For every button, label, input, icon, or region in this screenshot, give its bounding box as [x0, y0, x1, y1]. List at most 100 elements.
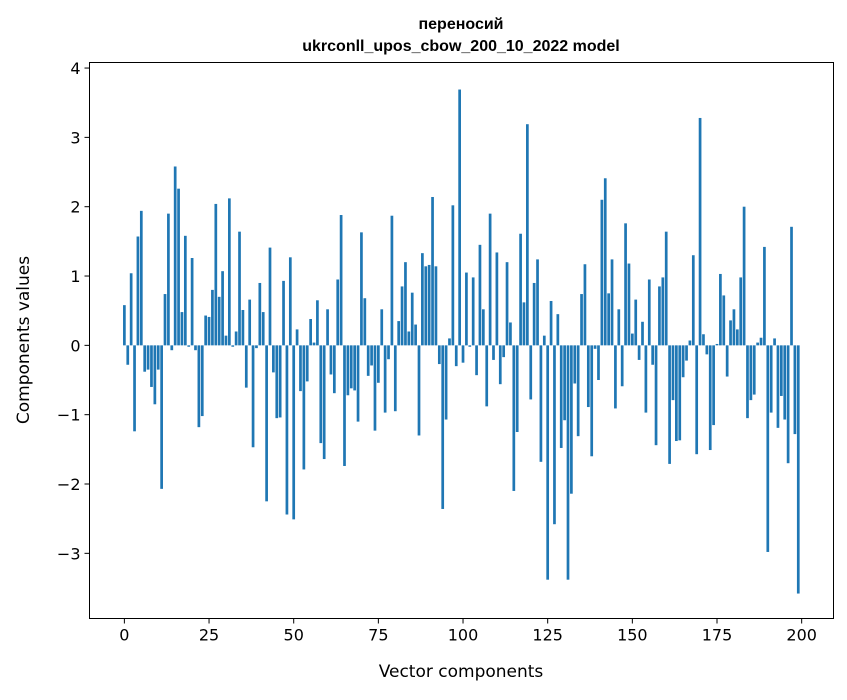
bar-148 [624, 223, 627, 346]
bar-144 [610, 259, 614, 346]
bar-198 [793, 345, 797, 435]
bar-45 [275, 345, 279, 419]
bar-140 [597, 345, 600, 381]
bar-87 [417, 345, 421, 436]
bar-18 [183, 235, 187, 346]
bar-100 [461, 345, 465, 363]
bar-99 [458, 89, 461, 346]
bar-170 [698, 117, 702, 346]
bar-133 [573, 345, 577, 384]
bar-53 [302, 345, 306, 470]
bar-23 [200, 345, 204, 417]
bar-199 [796, 345, 800, 594]
bar-128 [556, 314, 560, 346]
x-tick-label: 100 [448, 626, 479, 645]
bar-61 [329, 345, 333, 375]
bar-16 [177, 188, 180, 346]
y-tick-label: 3 [70, 128, 80, 147]
bar-22 [197, 345, 201, 428]
bar-54 [305, 345, 309, 382]
bar-177 [722, 295, 726, 346]
bar-96 [448, 338, 451, 346]
bar-126 [549, 300, 553, 346]
bar-47 [282, 280, 285, 346]
bar-188 [759, 337, 763, 346]
bar-68 [353, 345, 357, 391]
bar-169 [695, 345, 699, 455]
bar-90 [427, 264, 431, 346]
bar-187 [756, 342, 759, 346]
bar-0 [123, 305, 126, 346]
bar-196 [786, 345, 790, 464]
bar-157 [654, 345, 658, 446]
bar-8 [150, 345, 153, 387]
y-tick-label: −2 [57, 475, 81, 494]
bar-15 [173, 166, 177, 346]
bar-71 [363, 298, 367, 346]
bars-group [123, 89, 800, 594]
bar-29 [221, 271, 224, 346]
bar-34 [238, 231, 241, 346]
bar-60 [326, 309, 329, 346]
bar-31 [228, 198, 231, 346]
bar-117 [519, 233, 522, 346]
bar-127 [553, 345, 556, 525]
bar-97 [451, 205, 455, 346]
bar-143 [607, 293, 610, 346]
bar-191 [769, 345, 773, 413]
bar-76 [380, 309, 384, 346]
bar-119 [526, 124, 529, 346]
bar-84 [407, 331, 411, 346]
x-tick-label: 75 [368, 626, 388, 645]
bar-186 [752, 345, 756, 395]
bar-58 [319, 345, 323, 444]
bar-10 [156, 345, 160, 370]
bar-134 [576, 345, 580, 437]
bar-81 [397, 321, 401, 346]
bar-92 [434, 266, 438, 346]
bar-95 [444, 345, 448, 420]
bar-172 [705, 345, 709, 355]
bar-57 [316, 300, 319, 346]
bar-108 [488, 213, 492, 346]
plot-frame [89, 62, 834, 619]
bar-166 [685, 345, 688, 361]
bar-197 [790, 226, 793, 346]
bar-159 [661, 277, 665, 346]
bar-162 [671, 345, 675, 401]
bar-33 [234, 331, 238, 346]
bar-129 [559, 345, 563, 448]
bar-52 [299, 345, 302, 392]
bar-41 [261, 312, 265, 346]
bar-63 [336, 279, 340, 346]
x-tick-label: 200 [786, 626, 817, 645]
bar-80 [393, 345, 397, 412]
bar-55 [309, 319, 312, 346]
bar-165 [681, 345, 685, 378]
bar-152 [637, 345, 641, 360]
bar-27 [214, 203, 218, 346]
bar-103 [471, 277, 475, 346]
bar-138 [590, 345, 594, 457]
x-tick-label: 0 [119, 626, 129, 645]
bar-171 [702, 334, 705, 346]
bar-12 [163, 294, 167, 346]
bar-102 [468, 345, 472, 347]
bar-131 [566, 345, 570, 580]
bar-149 [627, 263, 631, 346]
bar-40 [258, 282, 262, 346]
bar-30 [224, 335, 228, 346]
bar-6 [143, 345, 147, 372]
bar-153 [641, 321, 644, 346]
bar-116 [515, 345, 519, 433]
bar-98 [454, 345, 458, 367]
bar-49 [288, 257, 292, 346]
bar-66 [346, 345, 350, 396]
bar-7 [146, 345, 150, 370]
bar-118 [522, 302, 526, 346]
bar-168 [691, 255, 695, 346]
bar-178 [725, 345, 729, 377]
y-axis: −3 −2 −1 0 1 2 3 4 [57, 59, 90, 563]
bar-64 [339, 215, 343, 346]
